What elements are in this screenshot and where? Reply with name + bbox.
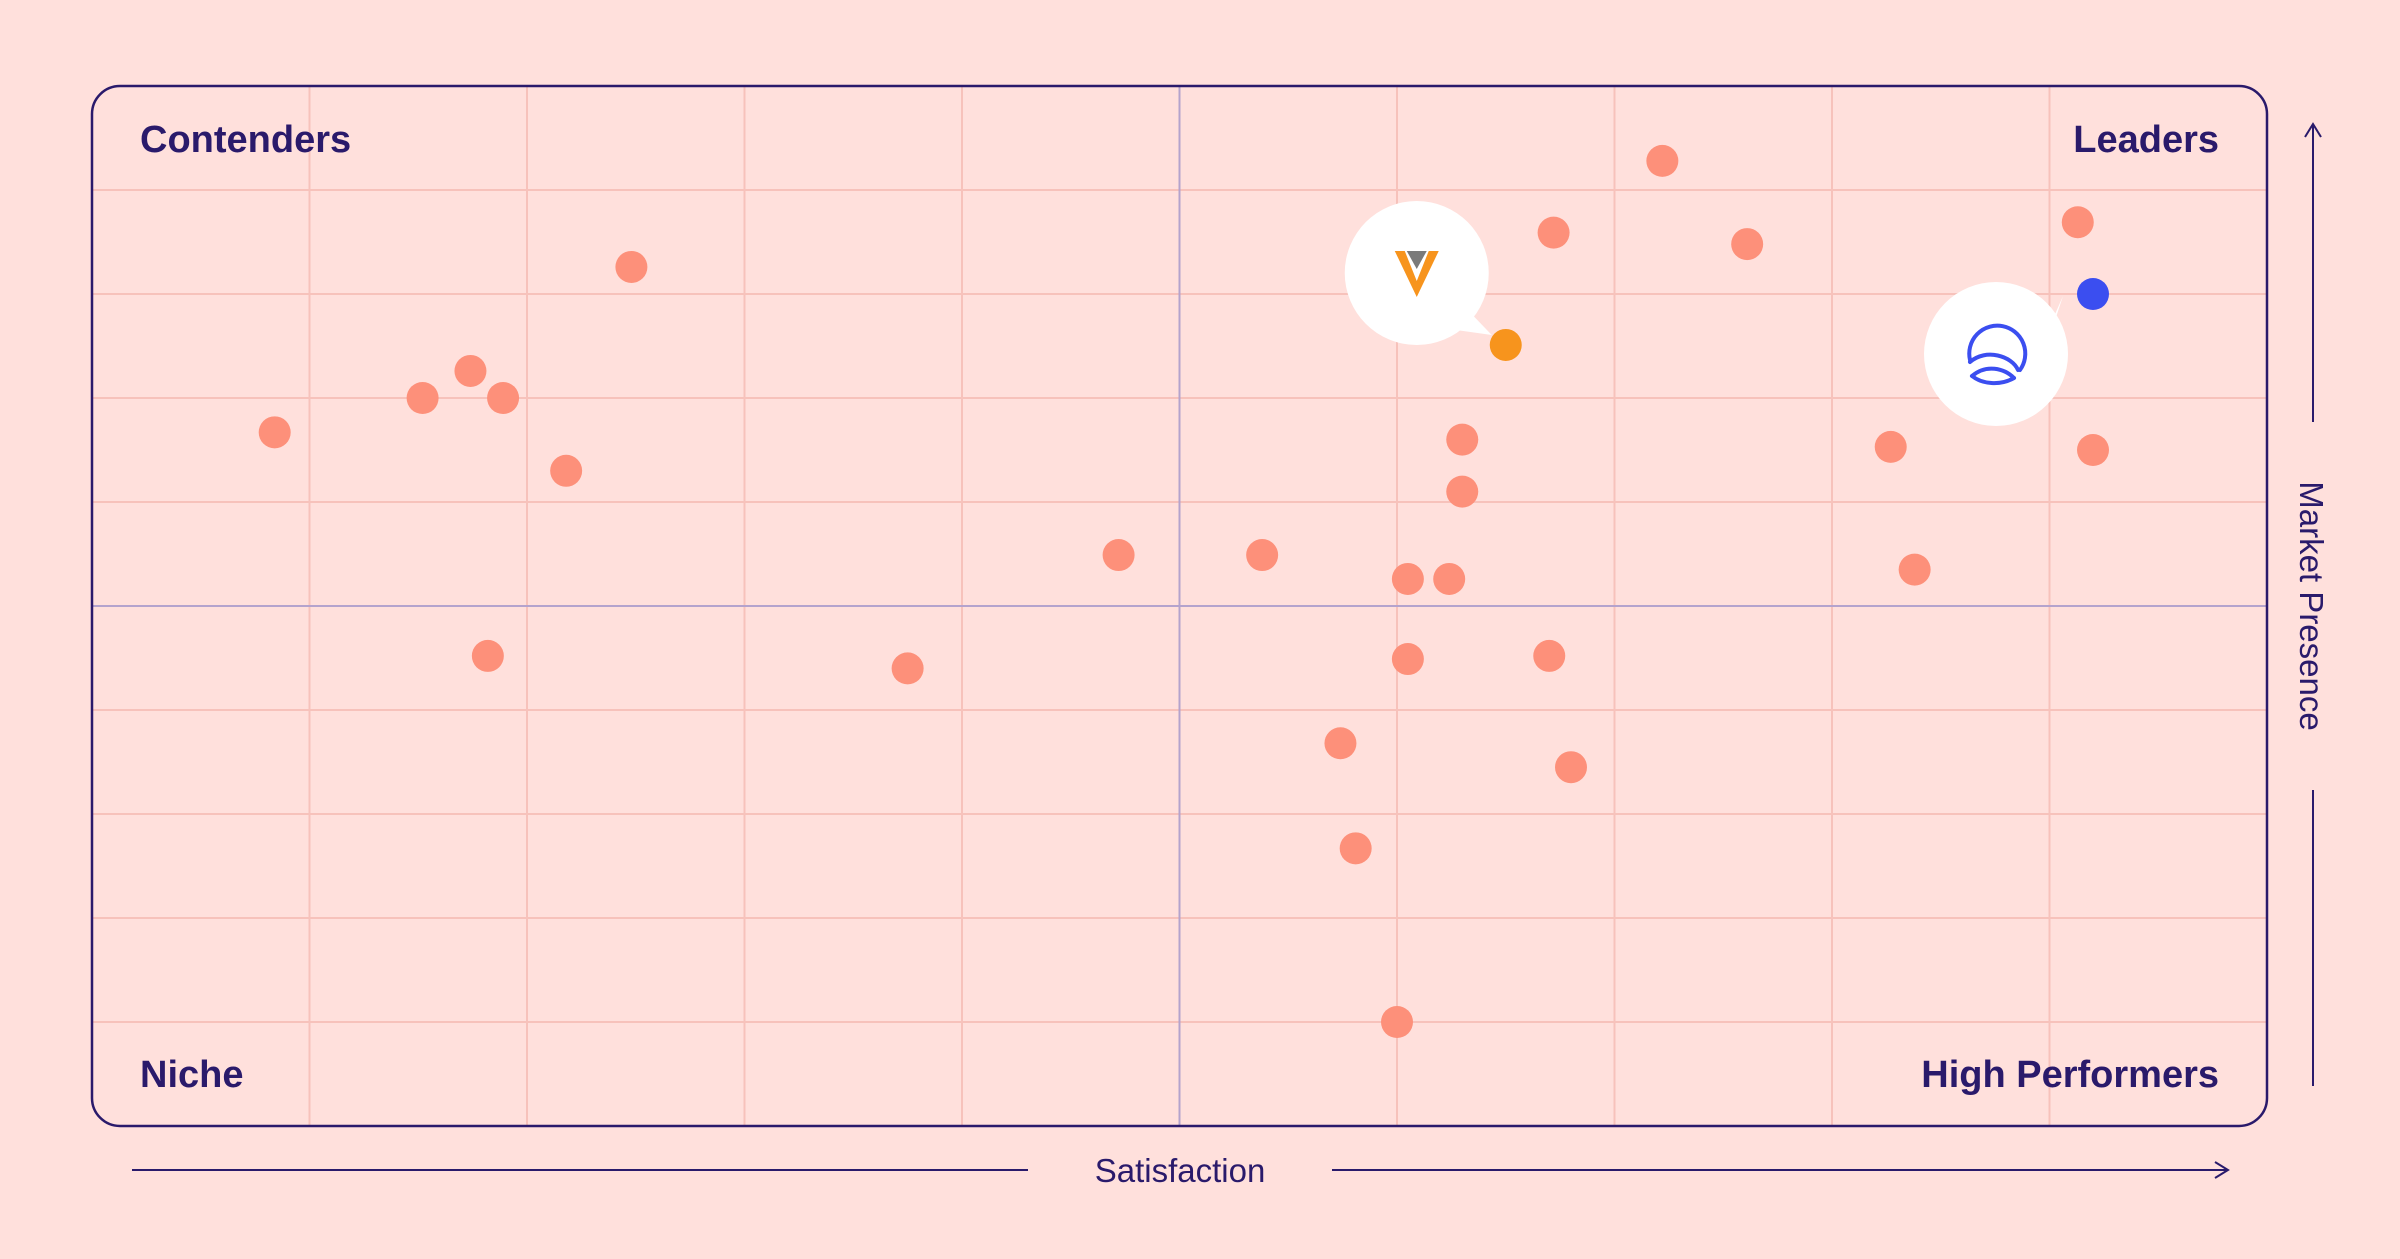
data-point-other-vendors [258,416,291,449]
plot-frame [90,84,2269,1128]
wave-logo-arc [1967,323,2028,372]
data-point-other-vendors [1731,228,1764,261]
data-point-other-vendors [550,454,583,487]
quadrant-label-contenders: Contenders [140,119,351,161]
data-points [258,144,2109,1038]
v-logo-bubble-circle [1344,200,1489,345]
wave-logo-wave-top [1968,352,2020,372]
wave-circle-logo-icon [1967,323,2028,385]
data-point-other-vendors [1898,553,1931,586]
wave-logo-bubble [1924,282,2068,426]
data-point-other-vendors [487,382,520,414]
v-chevron-gray [1406,250,1427,269]
data-point-other-vendors [615,250,648,283]
data-point-other-vendors [1555,751,1587,784]
data-point-other-vendors [1102,539,1135,572]
quadrant-label-leaders: Leaders [2073,119,2219,161]
data-point-other-vendors [1339,832,1372,865]
data-point-other-vendors [1391,643,1424,676]
data-point-other-vendors [1533,639,1566,672]
data-point-other-vendors [406,382,439,414]
x-axis-label: Satisfaction [1095,1152,1266,1189]
data-point-other-vendors [2061,206,2094,239]
vendor-logos [1344,200,2068,426]
y-axis-arrow-icon [2304,122,2322,138]
data-point-other-vendors [1381,1006,1413,1038]
data-point-highlight-v-logo [1489,328,1522,361]
data-point-other-vendors [1324,727,1357,760]
data-point-other-vendors [1874,430,1907,463]
data-point-other-vendors [2077,434,2109,466]
data-point-other-vendors [1446,423,1479,456]
data-point-highlight-wave-logo [2077,278,2109,310]
v-logo-bubble [1344,200,1492,345]
quadrant-label-high-performers: High Performers [1921,1054,2219,1096]
data-point-other-vendors [1537,216,1570,249]
data-point-other-vendors [1246,539,1279,572]
data-point-other-vendors [454,354,487,387]
wave-logo-wave-base [1970,374,2016,385]
x-axis-arrow-icon [2214,1161,2230,1179]
wave-logo-wave-bottom [1970,366,2016,380]
v-chevron-orange [1394,250,1439,297]
v-chevron-logo-icon [1394,250,1439,297]
quadrant-label-niche: Niche [140,1054,243,1096]
data-point-other-vendors [1646,144,1679,177]
data-point-other-vendors [1433,562,1466,595]
data-point-other-vendors [471,639,504,672]
y-axis-label: Market Presence [2293,481,2330,730]
data-point-other-vendors [1391,562,1424,595]
data-point-other-vendors [1446,475,1479,508]
quadrant-dividers [92,86,2267,1126]
data-point-other-vendors [891,652,924,685]
